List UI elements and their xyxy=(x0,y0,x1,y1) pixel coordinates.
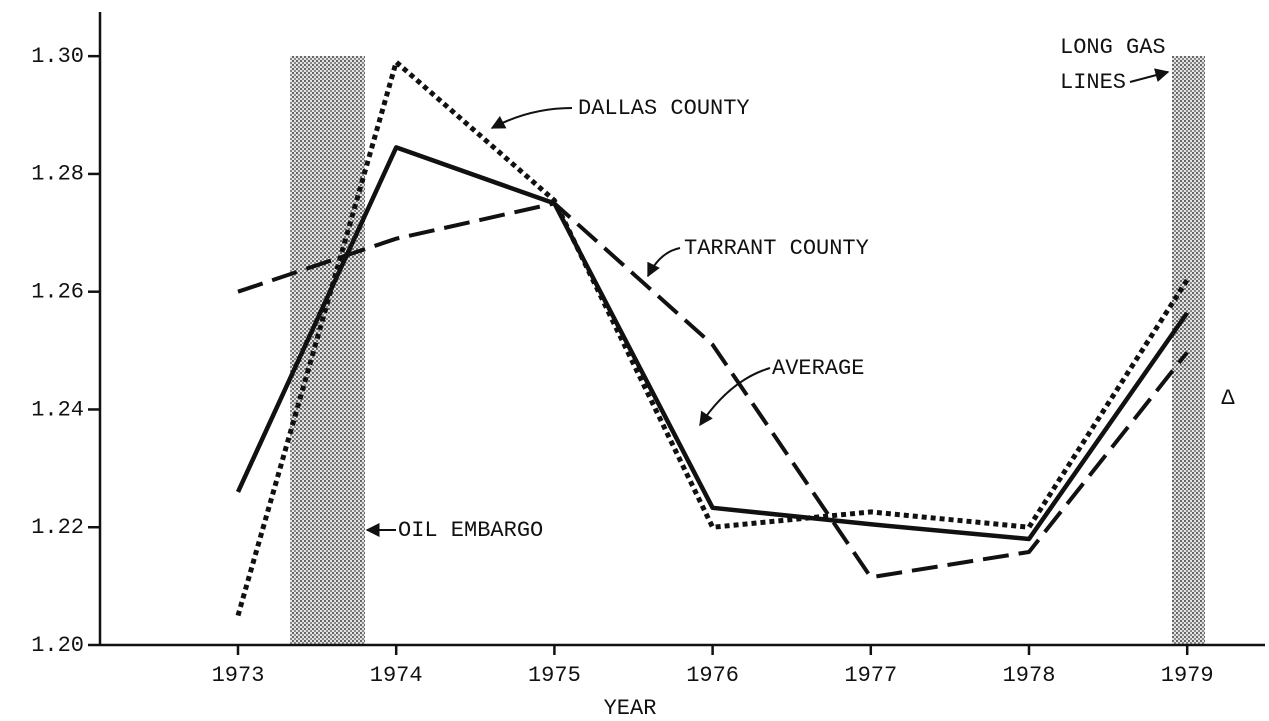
x-tick-label: 1979 xyxy=(1161,663,1214,688)
label-dallas: DALLAS COUNTY xyxy=(578,96,750,121)
delta-symbol: Δ xyxy=(1221,386,1235,411)
x-tick-label: 1978 xyxy=(1003,663,1056,688)
series-line xyxy=(235,59,1190,617)
x-tick-label: 1975 xyxy=(528,663,581,688)
y-tick-label: 1.30 xyxy=(31,44,84,69)
arrow xyxy=(647,247,681,278)
label-lines: LINES xyxy=(1060,70,1126,95)
x-tick-label: 1973 xyxy=(212,663,265,688)
x-axis-label: YEAR xyxy=(604,696,657,721)
y-tick-label: 1.26 xyxy=(31,280,84,305)
gas-lines-band xyxy=(1172,56,1205,645)
arrow xyxy=(490,107,573,129)
x-tick-label: 1974 xyxy=(370,663,423,688)
y-tick-label: 1.22 xyxy=(31,515,84,540)
label-oil-embargo: OIL EMBARGO xyxy=(398,518,543,543)
label-average: AVERAGE xyxy=(772,356,864,381)
label-tarrant: TARRANT COUNTY xyxy=(684,236,869,261)
series-line xyxy=(237,201,1189,580)
y-tick-label: 1.24 xyxy=(31,397,84,422)
arrow xyxy=(699,367,771,427)
y-tick-label: 1.20 xyxy=(31,633,84,658)
label-long-gas: LONG GAS xyxy=(1060,35,1166,60)
y-tick-label: 1.28 xyxy=(31,162,84,187)
series-line xyxy=(235,145,1190,542)
x-tick-label: 1977 xyxy=(844,663,897,688)
x-tick-label: 1976 xyxy=(686,663,739,688)
arrow xyxy=(1129,68,1170,83)
